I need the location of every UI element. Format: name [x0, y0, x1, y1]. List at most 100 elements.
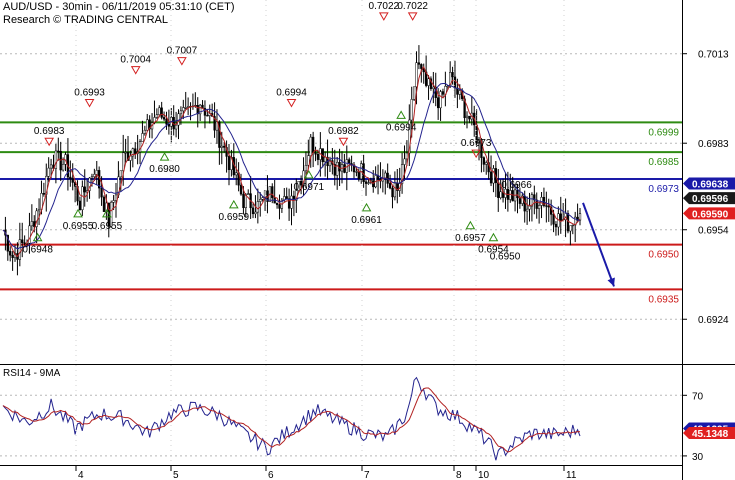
candle-body: [122, 152, 125, 171]
candle-body: [259, 199, 262, 202]
swing-low-marker: [228, 199, 239, 209]
price-axis-tick-label: 0.6983: [698, 139, 729, 150]
candle-body: [165, 118, 168, 125]
rsi-gridlines: [0, 394, 682, 457]
candle-body: [403, 158, 406, 165]
level-label-support: 0.6935: [648, 294, 679, 305]
price-gridlines: [0, 53, 682, 320]
time-axis: 4 5 6 7 8 10 11: [75, 0, 577, 480]
candle-body: [571, 224, 574, 227]
candle-body: [218, 121, 221, 148]
swing-low-label: 0.6955: [92, 221, 123, 232]
candle-body: [324, 156, 327, 163]
swing-high-marker: [338, 137, 349, 147]
price-annotation-label: 0.6950: [490, 252, 521, 263]
candle-body: [552, 214, 555, 225]
candle-body: [247, 193, 250, 196]
candle-body: [146, 119, 149, 131]
swing-high-marker: [177, 57, 187, 66]
candle-body: [93, 174, 96, 177]
candle-body: [69, 176, 72, 179]
moving-averages: [2, 65, 581, 258]
candle-body: [388, 183, 392, 189]
candle-body: [112, 200, 115, 203]
swing-high-label: 0.7004: [120, 55, 151, 66]
rsi-panel-bg: [0, 365, 682, 465]
candle-body: [525, 208, 529, 212]
candle-body: [285, 196, 288, 199]
candle-body: [263, 190, 267, 198]
swing-high-marker: [286, 98, 297, 108]
candle-body: [412, 86, 416, 100]
time-axis-tick-label: 7: [364, 470, 370, 480]
price-axis-tick-label: 0.6924: [698, 315, 729, 326]
candle-body: [49, 164, 53, 169]
candle-body: [18, 239, 21, 260]
candle-body: [78, 200, 82, 211]
swing-low-label: 0.6954: [478, 245, 509, 256]
candle-body: [511, 190, 514, 202]
rsi-axis-tick-label: 70: [692, 391, 704, 402]
candle-body: [468, 115, 471, 120]
candle-body: [477, 139, 481, 144]
candle-body: [227, 156, 231, 170]
swing-high-label: 0.6993: [74, 87, 105, 98]
candle-body: [297, 180, 300, 191]
candle-body: [343, 164, 346, 173]
swing-high-marker: [44, 137, 55, 147]
candle-body: [110, 202, 113, 227]
swing-high-label: 0.7007: [167, 46, 198, 57]
candle-body: [290, 195, 293, 209]
swing-high-label: 0.7022: [397, 1, 428, 12]
candle-body: [400, 164, 404, 184]
time-axis-tick-label: 5: [173, 470, 179, 480]
swing-low-label: 0.6994: [386, 122, 417, 133]
swing-low-label: 0.6971: [294, 182, 325, 193]
candle-body: [223, 145, 226, 148]
candle-body: [131, 148, 134, 157]
candle-body: [37, 209, 41, 212]
candle-body: [509, 190, 512, 200]
candle-body: [299, 180, 303, 186]
candle-body: [393, 182, 397, 198]
candle-body: [482, 157, 485, 165]
swing-high-marker: [84, 98, 95, 108]
candle-body: [90, 176, 94, 179]
candle-body: [239, 184, 243, 195]
candle-body: [316, 153, 320, 160]
candle-body: [554, 223, 558, 228]
candle-body: [134, 148, 137, 154]
candle-body: [516, 189, 519, 199]
candle-body: [71, 178, 74, 183]
rsi-tag-label: 45.1348: [692, 429, 729, 440]
candle-body: [528, 205, 531, 210]
candle-body: [566, 213, 570, 232]
candle-body: [437, 97, 440, 109]
swing-low-marker: [32, 232, 43, 242]
price-axis: 0.7013 0.6983 0.6954 0.6924 0.69638 0.69596 0.…: [682, 50, 735, 463]
candle-body: [186, 106, 190, 108]
time-axis-tick-label: 10: [478, 470, 490, 480]
candle-body: [61, 164, 65, 171]
candle-body: [364, 181, 368, 184]
price-tag-label: 0.69638: [692, 179, 729, 190]
candle-body: [30, 221, 34, 227]
swing-low-label: 0.6955: [63, 221, 94, 232]
candle-body: [530, 194, 534, 207]
time-axis-tick-label: 11: [566, 470, 577, 480]
candle-body: [244, 194, 247, 208]
swing-low-marker: [303, 170, 314, 179]
swing-low-label: 0.6948: [22, 245, 53, 256]
candle-body: [141, 133, 144, 142]
candle-body: [533, 194, 536, 201]
candle-body: [254, 211, 257, 215]
price-tag-bg: [683, 207, 735, 220]
candle-body: [47, 167, 50, 177]
swing-high-label: 0.6994: [276, 87, 307, 98]
price-panel-bg: [0, 0, 682, 364]
candle-body: [497, 182, 500, 198]
candle-body: [485, 162, 488, 165]
level-label-pivot: 0.6973: [648, 184, 679, 195]
candle-body: [160, 107, 163, 118]
